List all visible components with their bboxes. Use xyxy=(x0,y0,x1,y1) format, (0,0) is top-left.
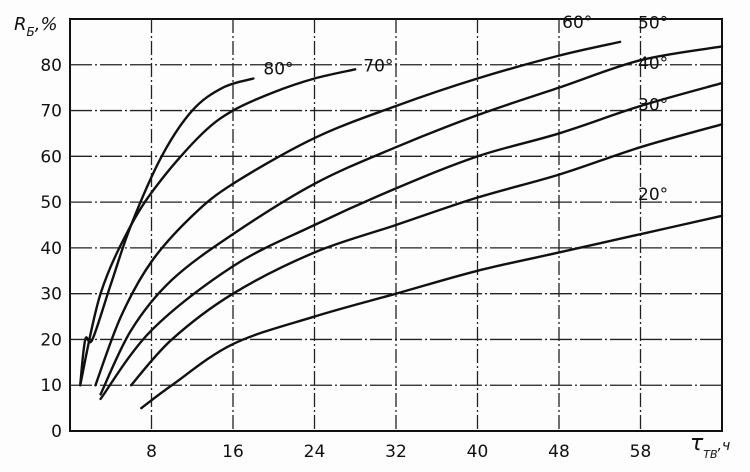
y-tick-label: 20 xyxy=(40,330,62,350)
series-label: 50° xyxy=(638,13,668,33)
y-tick-label: 70 xyxy=(40,102,62,122)
series-label: 40° xyxy=(638,54,668,74)
y-tick-label: 50 xyxy=(40,193,62,213)
series-line xyxy=(78,68,357,387)
series-labels: 80° 70° 60° 50° 40° 30° 20° xyxy=(263,13,668,205)
series-line xyxy=(99,45,724,396)
series-label: 80° xyxy=(263,60,293,80)
x-tick-label: 24 xyxy=(304,442,326,462)
y-tick-label: 40 xyxy=(40,239,62,259)
x-tick-label: 8 xyxy=(146,442,157,462)
y-tick-label: 80 xyxy=(40,56,62,76)
series-line xyxy=(129,123,724,387)
x-axis-label: τТВ,ч xyxy=(690,431,730,461)
ticks: 8 16 24 32 40 48 58 0 10 20 30 40 50 60 70 80 xyxy=(40,56,651,462)
x-tick-label: 32 xyxy=(385,442,407,462)
y-tick-label: 0 xyxy=(51,422,62,442)
series-line xyxy=(94,40,622,387)
y-tick-label: 30 xyxy=(40,285,62,305)
series-line xyxy=(99,81,724,401)
series-label: 60° xyxy=(562,13,592,33)
grid xyxy=(69,18,723,432)
series-label: 20° xyxy=(638,185,668,205)
y-tick-label: 60 xyxy=(40,147,62,167)
series-lines xyxy=(78,40,724,410)
series-label: 30° xyxy=(638,95,668,115)
y-tick-label: 10 xyxy=(40,376,62,396)
x-tick-label: 40 xyxy=(467,442,489,462)
series-label: 70° xyxy=(363,56,393,76)
series-line xyxy=(140,214,724,410)
x-tick-label: 48 xyxy=(548,442,570,462)
y-axis-label: RБ,% xyxy=(14,14,58,39)
x-tick-label: 16 xyxy=(222,442,244,462)
x-tick-label: 58 xyxy=(630,442,652,462)
